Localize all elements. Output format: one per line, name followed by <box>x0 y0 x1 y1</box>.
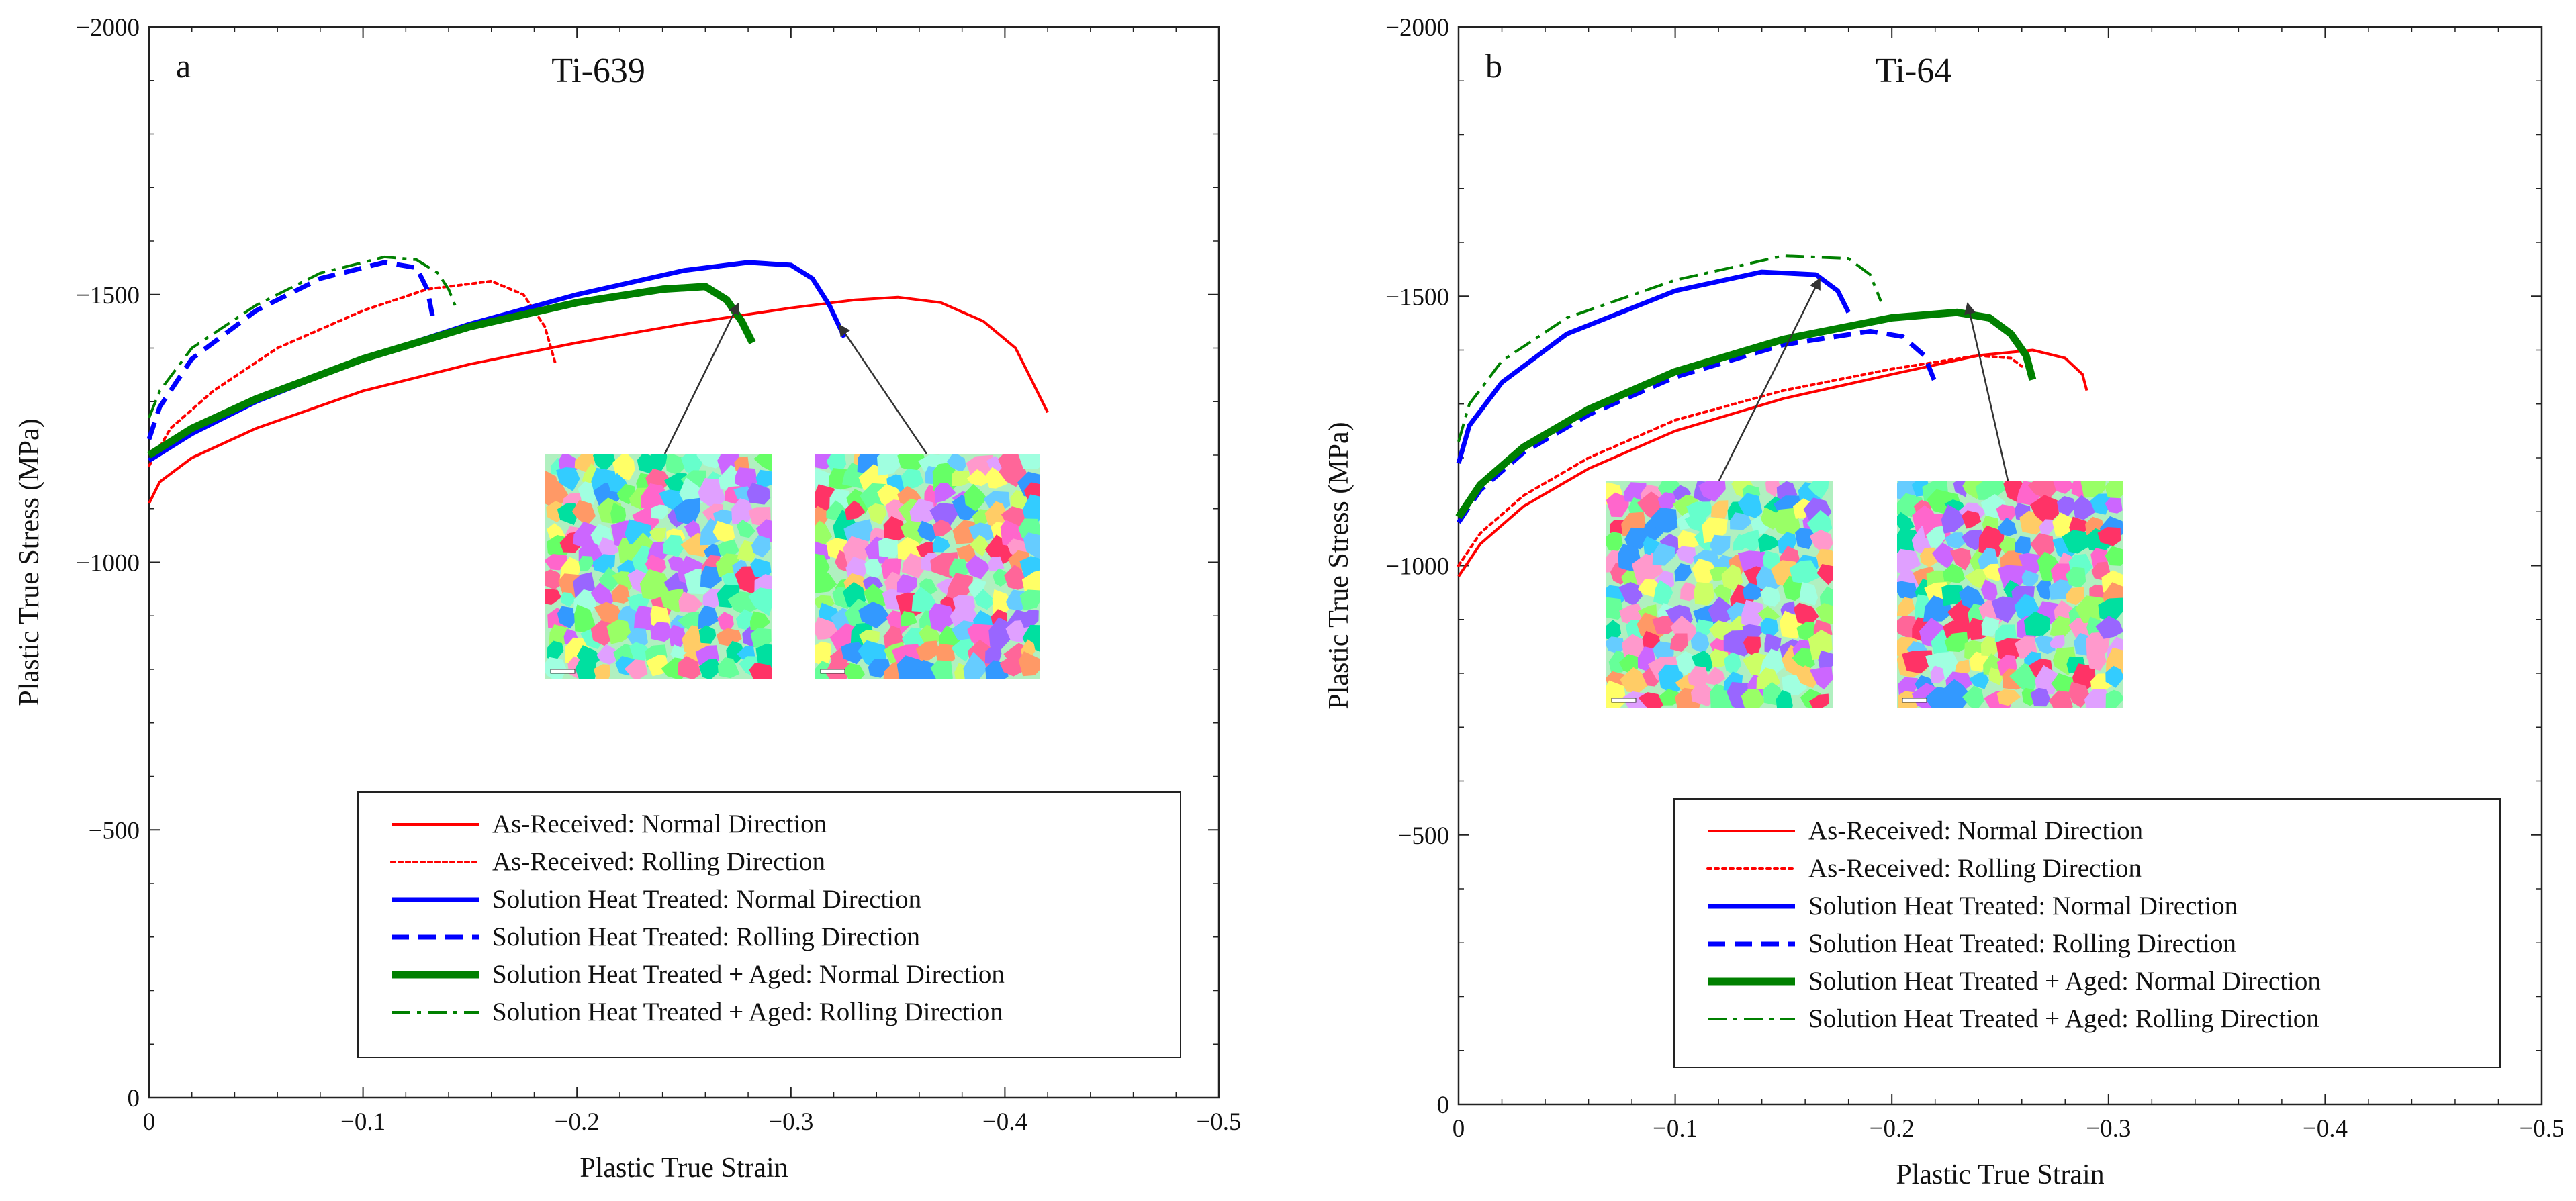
panel-letter: a <box>176 47 191 85</box>
series-line-3 <box>1456 269 1851 464</box>
x-tick-label: −0.3 <box>768 1108 813 1136</box>
series-line-6 <box>148 255 457 418</box>
legend-entry: Solution Heat Treated: Normal Direction <box>492 885 921 914</box>
y-tick-label: −500 <box>89 817 140 845</box>
x-tick-label: −0.1 <box>1653 1115 1698 1143</box>
legend-entry: Solution Heat Treated + Aged: Rolling Di… <box>1808 1004 2319 1033</box>
x-tick-label: −0.5 <box>1196 1108 1241 1136</box>
x-tick-label: 0 <box>1453 1115 1465 1143</box>
series-line-1 <box>1457 348 2088 577</box>
annotation-arrow-1 <box>1718 277 1821 481</box>
series-line-2 <box>148 279 557 467</box>
y-tick-label: 0 <box>128 1085 140 1112</box>
ebsd-map-normal-direction-b <box>1606 481 1833 708</box>
legend: As-Received: Normal Direction As-Received… <box>1673 798 2501 1068</box>
y-tick-label: −1500 <box>76 282 140 309</box>
legend: As-Received: Normal Direction As-Received… <box>357 791 1181 1058</box>
series-line-6 <box>1457 254 1882 442</box>
y-axis-title: Plastic True Stress (MPa) <box>1324 422 1354 709</box>
y-tick-label: −2000 <box>76 14 140 42</box>
x-tick-label: −0.2 <box>555 1108 600 1136</box>
chart-panel-a: 0 −0.1 −0.2 −0.3 −0.4 −0.5 0 −500 −1000 −1500 −200… <box>14 14 1242 1184</box>
legend-entry: As-Received: Rolling Direction <box>1808 854 2142 883</box>
legend-entry: Solution Heat Treated + Aged: Normal Dir… <box>1808 967 2321 996</box>
legend-entry: Solution Heat Treated + Aged: Normal Dir… <box>492 960 1005 989</box>
legend-entry: As-Received: Normal Direction <box>1808 816 2143 845</box>
annotation-arrow-2 <box>838 324 928 454</box>
series-line-5 <box>147 283 756 459</box>
legend-entry: Solution Heat Treated: Rolling Direction <box>1808 929 2236 958</box>
x-tick-label: −0.4 <box>2303 1115 2348 1143</box>
legend-entry: Solution Heat Treated: Normal Direction <box>1808 892 2238 920</box>
legend-entry: As-Received: Normal Direction <box>492 810 827 838</box>
y-tick-label: −1000 <box>76 550 140 577</box>
ebsd-map-rolling-direction-a <box>815 454 1040 679</box>
y-tick-label: −500 <box>1398 822 1449 850</box>
legend-box <box>1673 798 2501 1068</box>
legend-entry: Solution Heat Treated: Rolling Direction <box>492 922 920 951</box>
panel-letter: b <box>1485 47 1502 85</box>
ebsd-map-normal-direction-a <box>545 454 772 679</box>
annotation-arrow-2 <box>1964 302 2009 481</box>
series-line-5 <box>1455 308 2037 520</box>
y-tick-label: −1500 <box>1385 283 1449 311</box>
x-axis-title: Plastic True Strain <box>580 1153 788 1184</box>
y-tick-label: −1000 <box>1385 553 1449 581</box>
x-axis-title: Plastic True Strain <box>1896 1159 2104 1190</box>
series-line-4 <box>146 260 436 440</box>
x-tick-label: −0.3 <box>2086 1115 2131 1143</box>
y-axis-title: Plastic True Stress (MPa) <box>14 418 45 706</box>
chart-title: Ti-64 <box>1876 52 1952 90</box>
y-tick-label: 0 <box>1437 1092 1450 1119</box>
chart-panel-b: 0 −0.1 −0.2 −0.3 −0.4 −0.5 0 −500 −1000 −1500 −200… <box>1324 14 2565 1190</box>
x-tick-label: −0.1 <box>340 1108 385 1136</box>
series-line-2 <box>1457 354 2023 567</box>
annotation-arrow-1 <box>663 302 740 454</box>
series-line-4 <box>1457 328 1937 524</box>
y-tick-label: −2000 <box>1385 14 1449 42</box>
x-tick-label: −0.5 <box>2519 1115 2564 1143</box>
x-tick-label: −0.2 <box>1870 1115 1915 1143</box>
legend-entry: Solution Heat Treated + Aged: Rolling Di… <box>492 998 1003 1026</box>
legend-entry: As-Received: Rolling Direction <box>492 847 825 876</box>
legend-box <box>357 791 1181 1058</box>
x-tick-label: 0 <box>143 1108 156 1136</box>
chart-title: Ti-639 <box>551 52 645 90</box>
x-tick-label: −0.4 <box>982 1108 1027 1136</box>
ebsd-map-rolling-direction-b <box>1897 481 2123 708</box>
